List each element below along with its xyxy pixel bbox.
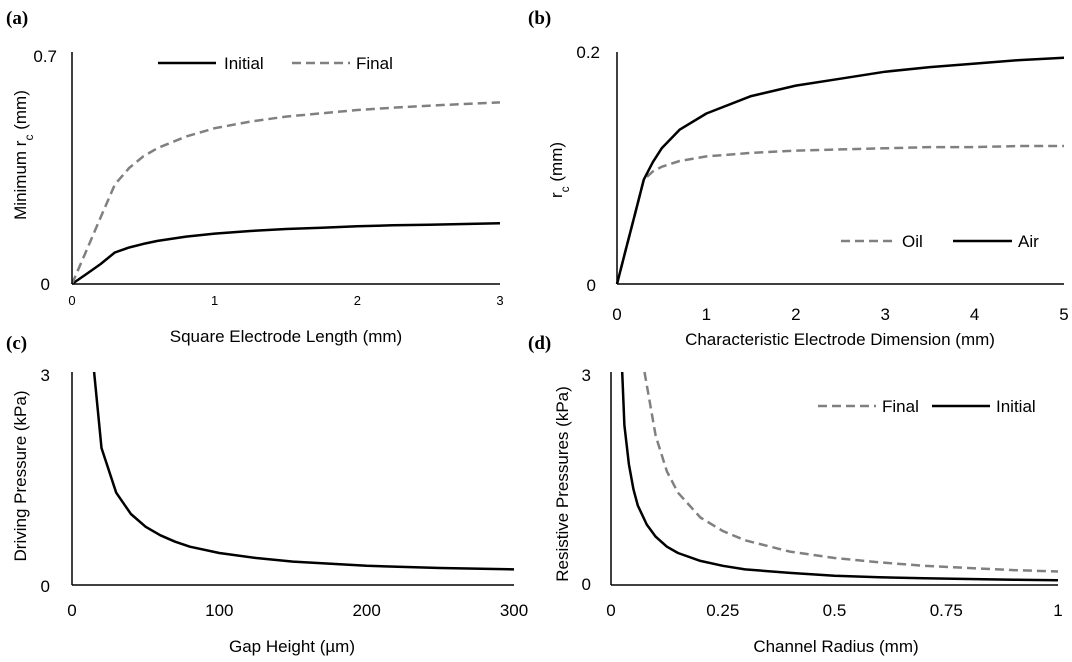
panel-d: (d) 3 0 Resistive Pressures (kPa) Channe… [528, 333, 1063, 656]
panel-a-xtick-label: 3 [496, 293, 503, 308]
panel-c-series-curve-line [92, 371, 515, 571]
panel-d-xtick-label: 0.75 [930, 601, 963, 620]
panel-d-series-final-line [643, 371, 1059, 573]
panel-b-series-oil-line [615, 144, 1064, 285]
panel-d-ylabel: Resistive Pressures (kPa) [553, 386, 572, 582]
panel-b-label: (b) [528, 8, 551, 29]
panel-a-ylabel: Minimum rc (mm) [11, 90, 36, 220]
panel-d-xlabel: Channel Radius (mm) [753, 637, 918, 656]
panel-d-xtick-label: 0.5 [823, 601, 847, 620]
legend-oil-label: Oil [902, 232, 923, 251]
panel-a-series [70, 101, 501, 286]
panel-c-series [92, 371, 515, 571]
legend-initial-label: Initial [996, 397, 1036, 416]
panel-a-ytick-bottom: 0 [41, 275, 50, 294]
panel-a-xticks: 0 1 2 3 [68, 293, 503, 308]
panel-d-series-initial-line [620, 371, 1059, 582]
panel-d-legend: Final Initial [818, 397, 1036, 416]
panel-a-label: (a) [6, 8, 28, 29]
panel-d-xtick-label: 0 [606, 601, 615, 620]
panel-c-ylabel: Driving Pressure (kPa) [11, 391, 30, 562]
panel-d-xtick-label: 1 [1053, 601, 1062, 620]
panel-b-series-air-line [615, 56, 1065, 285]
panel-d-xtick-label: 0.25 [706, 601, 739, 620]
panel-c-xticks: 0 100 200 300 [67, 601, 528, 620]
panel-a-xtick-label: 0 [68, 293, 75, 308]
panel-b-ytick-top: 0.2 [576, 43, 600, 62]
panel-d-label: (d) [528, 333, 551, 354]
panel-d-xticks: 0 0.25 0.5 0.75 1 [606, 601, 1062, 620]
panel-b-xtick-label: 3 [880, 305, 889, 324]
legend-final-label: Final [882, 397, 919, 416]
panel-b-ytick-bottom: 0 [587, 276, 596, 295]
panel-d-series [620, 371, 1059, 582]
panel-c-xtick-label: 0 [67, 601, 76, 620]
legend-initial-label: Initial [224, 54, 264, 73]
panel-c-xlabel: Gap Height (µm) [229, 637, 355, 656]
panel-b-xtick-label: 2 [791, 305, 800, 324]
panel-b-xlabel: Characteristic Electrode Dimension (mm) [685, 330, 995, 349]
panel-b-xtick-label: 5 [1059, 305, 1068, 324]
panel-b-series [615, 56, 1065, 285]
panel-b-xtick-label: 0 [612, 305, 621, 324]
panel-b-ylabel: rc (mm) [547, 142, 572, 198]
panel-c-xtick-label: 300 [500, 601, 528, 620]
panel-c: (c) 3 0 Driving Pressure (kPa) Gap Heigh… [6, 333, 528, 656]
panel-c-xtick-label: 100 [205, 601, 233, 620]
panel-c-label: (c) [6, 333, 27, 354]
panel-b-legend: Oil Air [841, 232, 1039, 251]
panel-c-ytick-top: 3 [41, 366, 50, 385]
panel-a-xlabel: Square Electrode Length (mm) [170, 327, 402, 346]
panel-a-series-final-line [70, 101, 501, 285]
panel-a-xtick-label: 2 [354, 293, 361, 308]
legend-final-label: Final [356, 54, 393, 73]
panel-a-xtick-label: 1 [211, 293, 218, 308]
panel-b-xtick-label: 4 [970, 305, 979, 324]
panel-c-ytick-bottom: 0 [41, 577, 50, 596]
legend-air-label: Air [1018, 232, 1039, 251]
panel-b-xtick-label: 1 [702, 305, 711, 324]
panel-a: (a) 0.7 0 Minimum rc (mm) Square Electro… [6, 8, 504, 346]
panel-a-ytick-top: 0.7 [33, 47, 57, 66]
panel-c-xtick-label: 200 [352, 601, 380, 620]
panel-b: (b) 0.2 0 rc (mm) Characteristic Electro… [528, 8, 1069, 349]
panel-d-ytick-top: 3 [582, 366, 591, 385]
panel-b-xticks: 0 1 2 3 4 5 [612, 305, 1068, 324]
panel-d-ytick-bottom: 0 [582, 575, 591, 594]
panel-a-legend: Initial Final [158, 54, 393, 73]
panel-a-series-initial-line [71, 222, 501, 286]
